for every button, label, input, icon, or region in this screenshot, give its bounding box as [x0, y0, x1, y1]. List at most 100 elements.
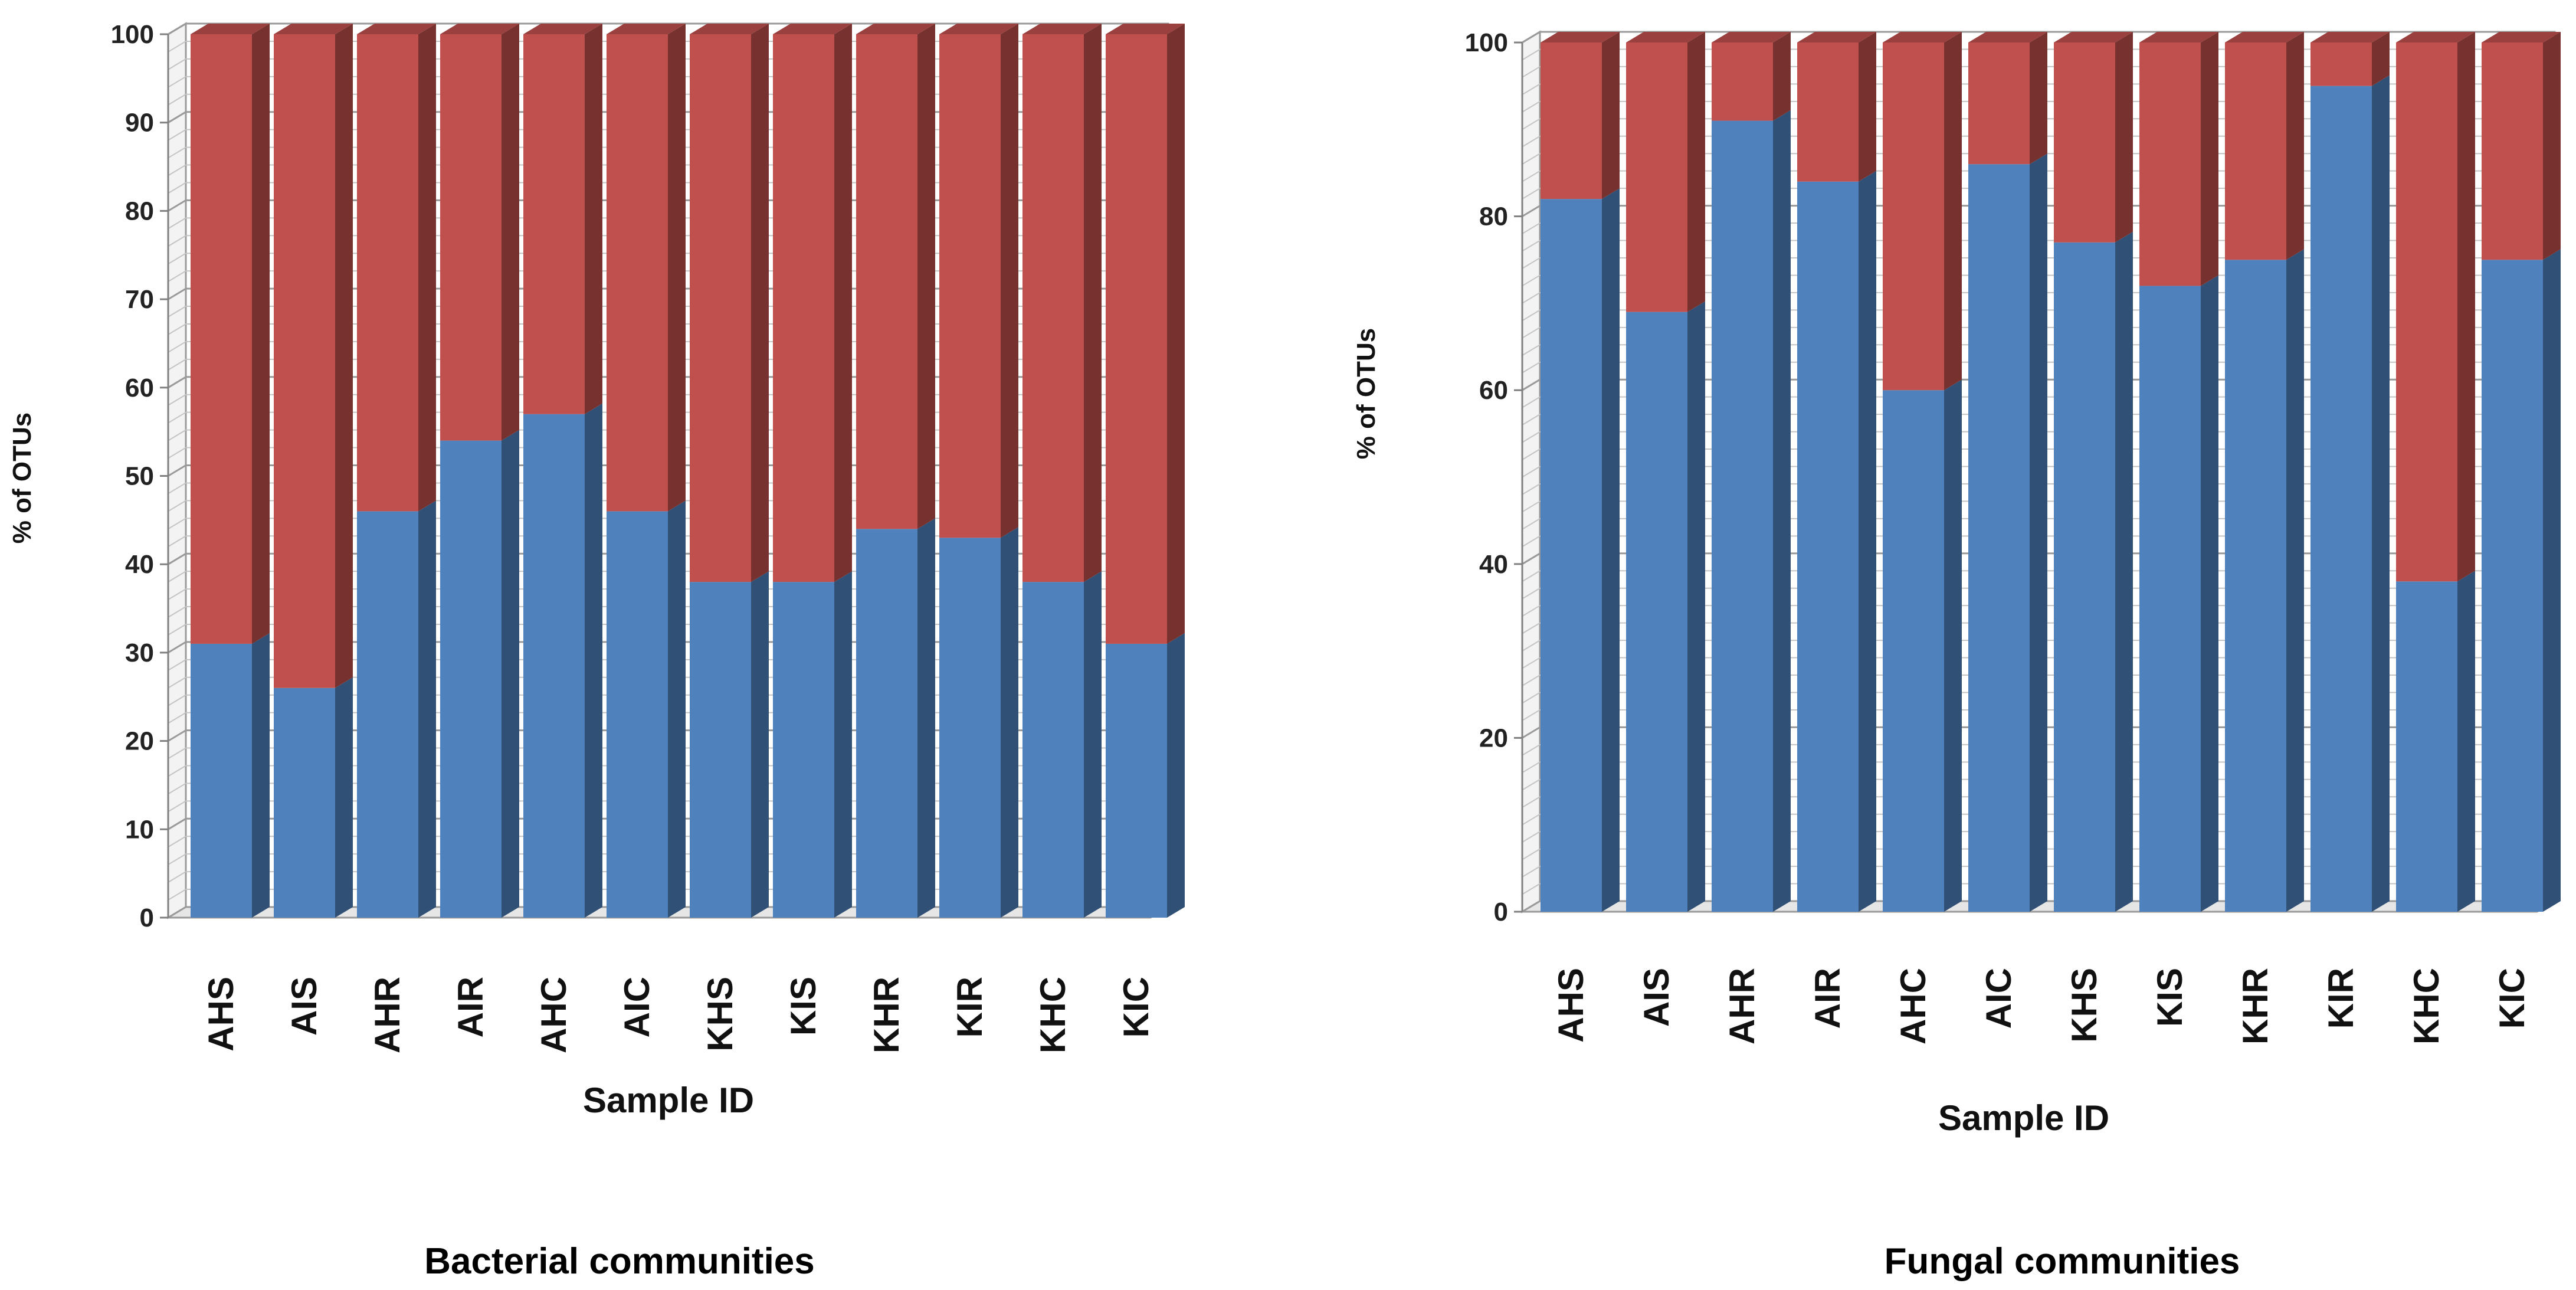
gridline-side [168, 606, 186, 618]
gridline-side [168, 782, 186, 795]
chart-caption: Fungal communities [1885, 1241, 2240, 1282]
category-label: KIC [2492, 968, 2532, 1029]
bar-side [751, 571, 769, 918]
bar-segment [1541, 42, 1602, 199]
y-axis-label: % of OTUs [1352, 328, 1381, 459]
bar-segment [1022, 582, 1084, 918]
gridline-side [168, 482, 186, 495]
gridline-side [168, 199, 186, 212]
gridline-side [1522, 344, 1541, 356]
gridline-side [168, 306, 186, 317]
category-label: KHC [1033, 977, 1073, 1053]
gridline-side [1522, 883, 1541, 895]
bar-top [2396, 32, 2475, 42]
bar-segment [1626, 312, 1687, 912]
y-tick-label: 10 [125, 815, 154, 844]
category-label: KHC [2407, 968, 2446, 1045]
gridline-side [168, 164, 186, 176]
gridline-side [168, 93, 186, 106]
gridline-side [1522, 500, 1541, 513]
gridline-side [168, 270, 186, 283]
y-tick-label: 60 [125, 374, 154, 402]
bar-segment [357, 34, 418, 512]
gridline-side [1522, 675, 1541, 686]
x-axis-label: Sample ID [583, 1081, 754, 1120]
gridline-side [168, 871, 186, 883]
bar-segment [1968, 42, 2030, 165]
bar-side [668, 500, 686, 918]
gridline-side [1522, 448, 1541, 460]
bar-segment [939, 538, 1001, 918]
y-tick-label: 0 [1494, 898, 1508, 926]
gridline-side [1522, 726, 1541, 739]
bar-top [2054, 32, 2133, 42]
bar-segment [2310, 42, 2372, 86]
gridline-side [1522, 188, 1541, 199]
gridline-side [168, 217, 186, 230]
bar-side [1944, 379, 1962, 912]
bar-side [1167, 24, 1185, 644]
bar-top [607, 24, 686, 34]
bar-segment [2396, 581, 2457, 912]
bar-side [2030, 32, 2047, 165]
gridline-side [1522, 640, 1541, 651]
y-tick-label: 80 [1479, 202, 1508, 231]
gridline-side [1522, 170, 1541, 182]
bar-top [773, 24, 852, 34]
bar-segment [2310, 86, 2372, 912]
y-tick-label: 0 [140, 903, 154, 932]
gridline-side [168, 376, 186, 389]
bar-segment [2054, 42, 2115, 243]
gridline-side [1522, 657, 1541, 669]
bar-segment [1712, 42, 1773, 121]
category-label: AHS [201, 977, 241, 1052]
bar-segment [1883, 42, 1944, 391]
gridline-side [1522, 848, 1541, 860]
bar-segment [1712, 120, 1773, 912]
bar-segment [523, 414, 585, 918]
bar-segment [440, 34, 502, 441]
bar-top [357, 24, 436, 34]
gridline-side [1522, 31, 1541, 44]
bar-top [1626, 32, 1705, 42]
gridline-side [1522, 622, 1541, 634]
category-label: AIC [1979, 968, 2018, 1029]
x-axis-label: Sample ID [1938, 1098, 2109, 1138]
bar-top [1541, 32, 1620, 42]
bar-top [2482, 32, 2561, 42]
gridline-side [1522, 761, 1541, 774]
gridline-side [1522, 292, 1541, 304]
gridline-side [168, 624, 186, 636]
category-label: AHS [1551, 968, 1591, 1043]
gridline-side [1522, 135, 1541, 148]
y-tick-label: 30 [125, 639, 154, 667]
gridline-side [168, 447, 186, 459]
y-tick-label: 60 [1479, 376, 1508, 405]
y-tick-label: 70 [125, 285, 154, 314]
bar-segment [357, 511, 418, 918]
bar-side [834, 24, 852, 582]
category-label: KHR [867, 977, 906, 1053]
bar-side [252, 633, 270, 918]
bar-segment [607, 511, 668, 918]
bar-side [335, 24, 353, 688]
bar-segment [2054, 242, 2115, 912]
bar-segment [1541, 199, 1602, 912]
gridline-side [1522, 866, 1541, 878]
gridline-side [168, 129, 186, 141]
gridline-side [1522, 118, 1541, 130]
bar-top [191, 24, 270, 34]
bar-side [1687, 32, 1705, 312]
gridline-side [1522, 813, 1541, 826]
bar-segment [440, 440, 502, 918]
y-tick-label: 100 [111, 20, 154, 49]
bar-top [690, 24, 769, 34]
bar-side [1859, 32, 1876, 182]
y-tick-label: 40 [125, 550, 154, 579]
bar-segment [523, 34, 585, 414]
bar-side [1084, 571, 1102, 918]
bar-segment [1797, 181, 1859, 912]
gridline-side [168, 58, 186, 70]
category-label: KIR [950, 977, 989, 1037]
gridline-side [1522, 796, 1541, 808]
